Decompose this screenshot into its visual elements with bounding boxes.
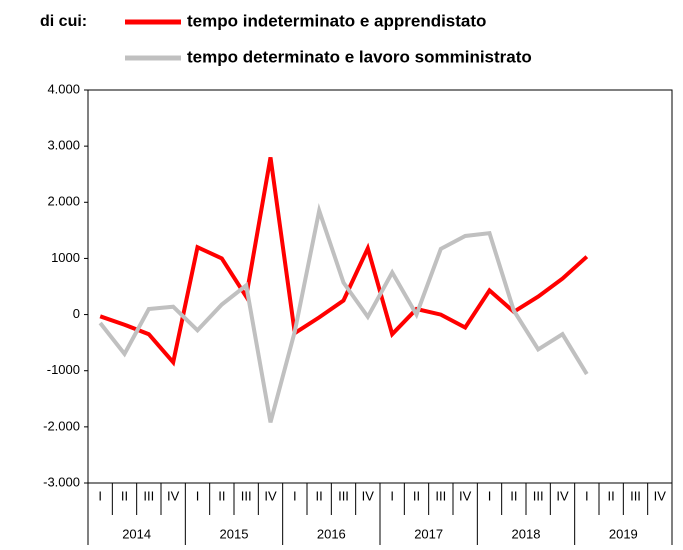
x-tick-label: II (121, 488, 128, 503)
year-label: 2018 (512, 526, 541, 541)
x-tick-label: II (218, 488, 225, 503)
year-label: 2015 (220, 526, 249, 541)
legend-prefix: di cui: (40, 13, 87, 30)
x-tick-label: IV (167, 488, 180, 503)
x-tick-label: IV (459, 488, 472, 503)
x-tick-label: II (413, 488, 420, 503)
legend-label: tempo indeterminato e apprendistato (187, 11, 486, 30)
x-tick-label: III (533, 488, 544, 503)
x-tick-label: IV (264, 488, 277, 503)
x-tick-label: I (196, 488, 200, 503)
y-tick-label: -3.000 (43, 474, 80, 489)
x-tick-label: IV (362, 488, 375, 503)
year-label: 2016 (317, 526, 346, 541)
x-tick-label: IV (556, 488, 569, 503)
x-tick-label: I (98, 488, 102, 503)
x-tick-label: III (241, 488, 252, 503)
x-tick-label: III (143, 488, 154, 503)
x-tick-label: IV (654, 488, 667, 503)
year-label: 2014 (122, 526, 151, 541)
series-line (99, 157, 589, 367)
y-tick-label: 0 (73, 306, 80, 321)
x-tick-label: II (608, 488, 615, 503)
y-tick-label: 4.000 (47, 81, 80, 96)
x-tick-label: I (390, 488, 394, 503)
x-tick-label: I (293, 488, 297, 503)
series-line (98, 203, 589, 423)
year-label: 2019 (609, 526, 638, 541)
x-tick-label: III (338, 488, 349, 503)
x-tick-label: II (316, 488, 323, 503)
x-tick-label: II (510, 488, 517, 503)
x-tick-label: III (435, 488, 446, 503)
x-tick-label: I (585, 488, 589, 503)
y-tick-label: 2.000 (47, 194, 80, 209)
year-label: 2017 (414, 526, 443, 541)
y-tick-label: -1000 (47, 362, 80, 377)
legend-label: tempo determinato e lavoro somministrato (187, 47, 532, 66)
y-tick-label: -2.000 (43, 418, 80, 433)
y-tick-label: 3.000 (47, 138, 80, 153)
y-tick-label: 1000 (51, 250, 80, 265)
x-tick-label: III (630, 488, 641, 503)
x-tick-label: I (488, 488, 492, 503)
